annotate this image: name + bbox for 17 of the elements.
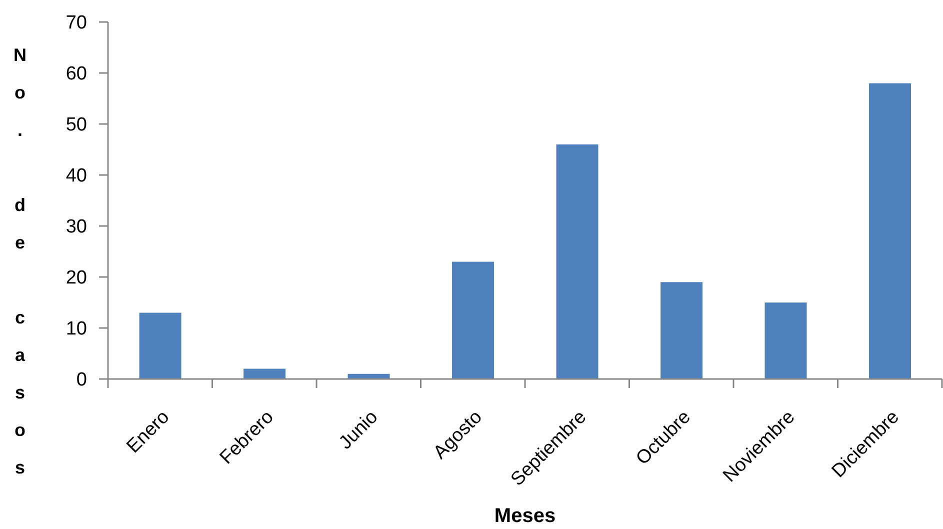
y-tick-label: 50 xyxy=(66,114,87,136)
bar xyxy=(452,262,494,379)
y-tick-label: 60 xyxy=(66,64,87,85)
bar xyxy=(556,144,598,379)
bar xyxy=(869,83,912,379)
y-axis-title: No. de casos xyxy=(10,45,30,495)
bar xyxy=(660,282,703,379)
y-tick-label: 40 xyxy=(66,166,87,187)
bar xyxy=(764,302,807,379)
y-tick-label: 30 xyxy=(66,216,87,238)
y-tick-label: 20 xyxy=(66,268,87,289)
bar xyxy=(139,312,182,379)
y-tick-label: 0 xyxy=(76,370,87,391)
x-axis-title: Meses xyxy=(494,505,556,527)
y-tick-label: 70 xyxy=(66,12,87,34)
y-tick-label: 10 xyxy=(66,318,87,340)
bar xyxy=(244,368,286,379)
